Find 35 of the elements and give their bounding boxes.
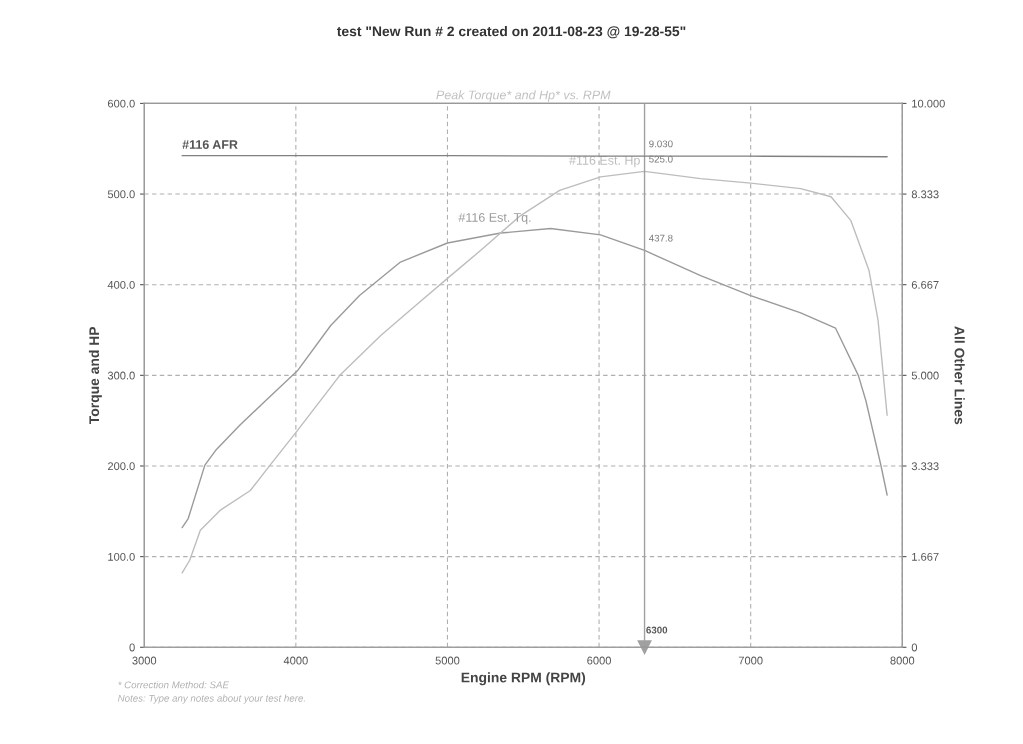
y2-tick-label: 1.667 [912, 552, 939, 561]
y2-axis-title: All Other Lines [954, 326, 965, 425]
y2-tick-label: 8.333 [911, 190, 939, 199]
y-tick-label: 0 [129, 643, 135, 652]
y-tick-label: 500.0 [107, 190, 135, 199]
x-axis-title: Engine RPM (RPM) [461, 672, 586, 686]
y2-tick-label: 5.000 [911, 371, 939, 380]
y-tick-label: 100.0 [108, 552, 135, 561]
y2-tick-label: 3.333 [911, 462, 939, 471]
chart-subtitle: Peak Torque* and Hp* vs. RPM [436, 90, 611, 102]
x-tick-label: 6000 [587, 656, 611, 665]
y-tick-label: 600.0 [107, 99, 135, 108]
series-label: #116 Est. Tq. [458, 213, 531, 225]
x-tick-label: 3000 [132, 656, 157, 665]
text: * Correction Method: SAE [118, 681, 230, 689]
y-tick-label: 200.0 [107, 462, 135, 471]
series-label: #116 AFR [182, 140, 238, 149]
y2-tick-label: 10.000 [912, 99, 945, 108]
y2-tick-label: 0 [911, 643, 918, 652]
series-label: #116 Est. Hp [569, 155, 640, 168]
x-tick-label: 5000 [435, 656, 460, 665]
data-label: 9.030 [649, 140, 673, 148]
data-label: 525.0 [649, 155, 673, 163]
line-series [181, 170, 888, 574]
y-tick-label: 400.0 [107, 280, 135, 289]
y-axis-title: Torque and HP [88, 326, 102, 425]
y2-tick-label: 6.667 [911, 280, 939, 289]
ref-line-label: 6300 [646, 626, 668, 634]
chart-title: test "New Run # 2 created on 2011-08-23 @ 19-28-55" [336, 26, 686, 39]
y-tick-label: 300.0 [107, 371, 135, 380]
data-label: 437.8 [648, 234, 673, 242]
text: Notes: Type any notes about your test here. [117, 694, 305, 704]
x-tick-label: 8000 [890, 656, 915, 665]
x-tick-label: 4000 [283, 656, 308, 665]
x-tick-label: 7000 [738, 656, 763, 665]
